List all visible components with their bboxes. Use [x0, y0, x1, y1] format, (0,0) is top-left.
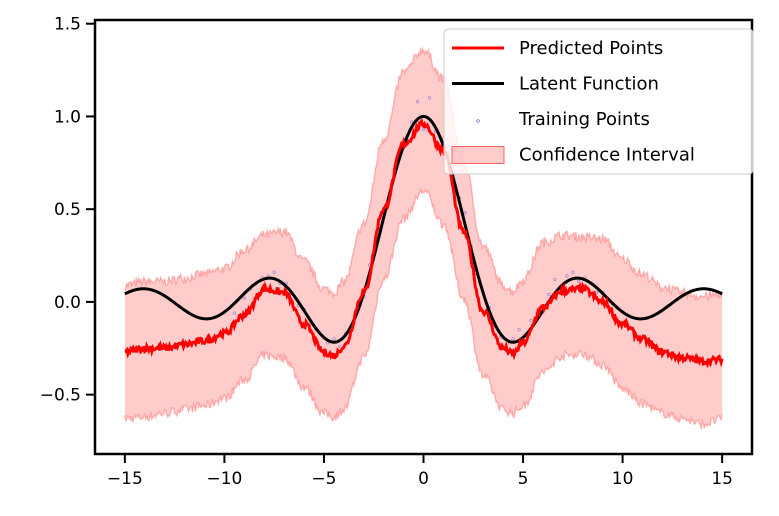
training-point: [511, 337, 515, 341]
legend-swatch-patch: [451, 146, 505, 164]
x-tick-label: −10: [206, 469, 242, 489]
training-point: [529, 318, 533, 323]
x-tick-label: 15: [711, 469, 733, 489]
x-tick-label: −5: [311, 469, 336, 489]
latent-function-line: [124, 114, 723, 344]
training-point: [232, 311, 236, 315]
training-point: [571, 270, 575, 274]
legend-label: Confidence Interval: [519, 145, 695, 166]
confidence-interval-lower-edge: [124, 188, 723, 430]
legend-box: [443, 28, 754, 175]
y-tick-label: 0.5: [54, 200, 81, 220]
training-point: [242, 296, 246, 300]
legend-swatch-dot: [476, 119, 480, 123]
legend-label: Predicted Points: [519, 38, 663, 59]
training-point: [577, 279, 581, 284]
training-point: [332, 337, 336, 341]
x-tick-label: 5: [518, 469, 529, 489]
predicted-points-layer: [124, 118, 724, 369]
training-point: [553, 278, 557, 282]
training-point: [517, 328, 521, 332]
y-tick-label: 1.0: [54, 107, 81, 127]
training-point: [427, 96, 432, 100]
x-tick-label: −15: [107, 469, 143, 489]
x-axis-ticks: −15 −10 −5 0 5 10 15: [107, 454, 733, 489]
x-tick-label: 10: [612, 469, 634, 489]
y-axis-ticks: −0.5 0.0 0.5 1.0 1.5: [40, 15, 95, 406]
y-tick-label: −0.5: [40, 386, 81, 406]
confidence-interval-upper-edge: [124, 46, 723, 303]
training-point: [547, 292, 551, 297]
legend: Predicted Points Latent Function Training …: [443, 28, 754, 175]
confidence-interval-band: [124, 48, 723, 429]
y-tick-label: 1.5: [54, 15, 81, 35]
legend-label: Latent Function: [519, 74, 659, 95]
latent-function-layer: [124, 114, 723, 344]
predicted-points-line: [124, 118, 724, 369]
legend-label: Training Points: [518, 109, 650, 130]
confidence-interval-layer: [124, 46, 723, 430]
training-point: [272, 270, 276, 274]
plot-area: [124, 46, 724, 430]
training-point: [463, 211, 467, 215]
training-point: [338, 344, 342, 349]
y-tick-label: 0.0: [54, 293, 81, 313]
training-point: [565, 274, 569, 278]
training-point: [409, 120, 414, 124]
x-tick-label: 0: [418, 469, 429, 489]
training-point: [415, 100, 420, 104]
